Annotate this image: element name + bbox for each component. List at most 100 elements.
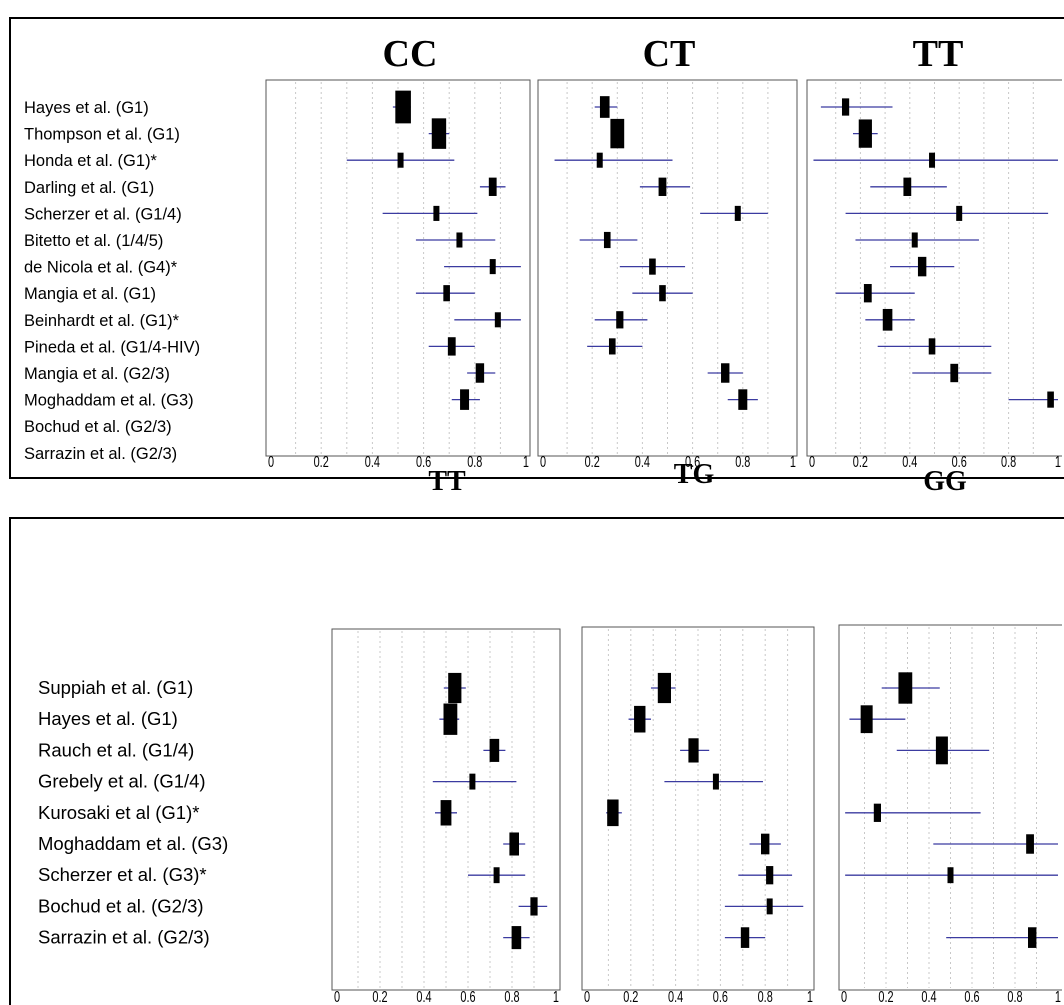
tick-label: 0 bbox=[841, 988, 847, 1005]
study-label: Kurosaki et al (G1)* bbox=[38, 802, 199, 823]
tick-label: 0.4 bbox=[921, 988, 936, 1005]
tick-label: 0.6 bbox=[713, 988, 728, 1005]
panel-cc: CC 0 0.2 0.4 0.6 0.8 1 bbox=[265, 33, 531, 471]
study-marker bbox=[608, 338, 616, 355]
study-label: Pineda et al. (G1/4-HIV) bbox=[24, 338, 200, 356]
tick-label: 0.2 bbox=[853, 453, 868, 471]
panel-border bbox=[838, 624, 1062, 991]
study-marker bbox=[766, 898, 773, 915]
study-label: Mangia et al. (G1) bbox=[24, 285, 156, 303]
study-marker bbox=[448, 672, 462, 704]
study-label: Moghaddam et al. (G3) bbox=[24, 392, 194, 410]
tick-label: 0 bbox=[540, 453, 546, 471]
study-label: Suppiah et al. (G1) bbox=[38, 677, 193, 698]
tick-label: 0 bbox=[584, 988, 590, 1005]
tick-label: 0.2 bbox=[372, 988, 387, 1005]
study-marker bbox=[935, 736, 948, 765]
study-marker bbox=[761, 833, 770, 855]
tick-label: 0.4 bbox=[635, 453, 650, 471]
study-marker bbox=[659, 285, 666, 302]
tick-label: 0.8 bbox=[1001, 453, 1016, 471]
tick-label: 0 bbox=[268, 453, 274, 471]
study-marker bbox=[397, 152, 404, 168]
study-marker bbox=[712, 773, 719, 790]
tick-label: 0.8 bbox=[735, 453, 750, 471]
tick-label: 0.6 bbox=[685, 453, 700, 471]
study-label: Mangia et al. (G2/3) bbox=[24, 365, 170, 383]
study-marker bbox=[433, 205, 440, 221]
study-label: Bochud et al. (G2/3) bbox=[38, 895, 204, 916]
study-label: Darling et al. (G1) bbox=[24, 179, 154, 197]
tick-label: 0.6 bbox=[416, 453, 431, 471]
figure-frame bbox=[9, 17, 1064, 479]
study-marker bbox=[740, 927, 750, 948]
forest-figure-2: Suppiah et al. (G1) Hayes et al. (G1) Rauc… bbox=[9, 459, 1064, 1005]
panel-title: TT bbox=[913, 33, 964, 75]
study-marker bbox=[929, 152, 936, 168]
study-label: de Nicola et al. (G4)* bbox=[24, 259, 178, 277]
tick-label: 1 bbox=[523, 453, 529, 471]
study-marker bbox=[649, 258, 656, 275]
study-label: Hayes et al. (G1) bbox=[38, 708, 178, 729]
study-marker bbox=[607, 799, 619, 827]
study-marker bbox=[475, 363, 485, 383]
study-marker bbox=[493, 867, 500, 884]
study-label: Moghaddam et al. (G3) bbox=[38, 833, 228, 854]
forest-figure-1: Hayes et al. (G1) Thompson et al. (G1) Hon… bbox=[9, 17, 1064, 479]
panel-border bbox=[806, 79, 1062, 457]
panel-title: TT bbox=[428, 466, 466, 497]
study-marker bbox=[599, 96, 610, 118]
study-marker bbox=[509, 832, 519, 856]
figure-frame bbox=[9, 517, 1064, 1005]
study-marker bbox=[443, 285, 450, 302]
study-marker bbox=[440, 800, 452, 826]
panel-tt: TT 0 0.2 0.4 0.6 0.8 1 bbox=[806, 33, 1062, 471]
study-label: Rauch et al. (G1/4) bbox=[38, 739, 194, 760]
tick-label: 1 bbox=[790, 453, 796, 471]
tick-label: 0.4 bbox=[416, 988, 431, 1005]
tick-label: 0 bbox=[334, 988, 340, 1005]
study-marker bbox=[596, 152, 603, 168]
panel-border bbox=[581, 626, 815, 991]
study-marker bbox=[1028, 927, 1037, 948]
study-marker bbox=[950, 363, 959, 383]
study-marker bbox=[917, 256, 927, 277]
study-marker bbox=[688, 738, 699, 763]
study-marker bbox=[395, 90, 411, 124]
tick-label: 0.4 bbox=[365, 453, 380, 471]
study-marker bbox=[489, 259, 496, 275]
tick-label: 0.8 bbox=[758, 988, 773, 1005]
study-label: Sarrazin et al. (G2/3) bbox=[24, 445, 177, 463]
tick-label: 0.6 bbox=[964, 988, 979, 1005]
tick-label: 0.2 bbox=[623, 988, 638, 1005]
tick-label: 1 bbox=[807, 988, 813, 1005]
panel-tt: TT 0 0.2 0.4 0.6 0.8 1 bbox=[331, 466, 561, 1005]
tick-label: 0.2 bbox=[585, 453, 600, 471]
study-marker bbox=[610, 118, 625, 149]
study-label: Scherzer et al. (G3)* bbox=[38, 864, 207, 885]
tick-label: 1 bbox=[1055, 988, 1061, 1005]
panel-tg: TG 0 0.2 0.4 0.6 0.8 1 bbox=[581, 459, 815, 1005]
tick-label: 0 bbox=[809, 453, 815, 471]
study-marker bbox=[766, 866, 774, 885]
panel-title: GG bbox=[923, 466, 967, 497]
study-label: Bochud et al. (G2/3) bbox=[24, 418, 172, 436]
tick-label: 0.8 bbox=[504, 988, 519, 1005]
study-marker bbox=[456, 232, 463, 248]
study-marker bbox=[658, 177, 667, 196]
study-marker bbox=[488, 177, 497, 196]
study-marker bbox=[721, 363, 730, 383]
study-marker bbox=[616, 311, 624, 329]
study-marker bbox=[511, 926, 522, 950]
study-marker bbox=[494, 312, 501, 328]
tick-label: 0.2 bbox=[314, 453, 329, 471]
study-label: Hayes et al. (G1) bbox=[24, 99, 149, 117]
panel-title: TG bbox=[674, 459, 715, 490]
study-marker bbox=[657, 672, 671, 704]
study-marker bbox=[738, 389, 748, 410]
study-marker bbox=[489, 738, 500, 762]
study-marker bbox=[443, 703, 458, 735]
tick-label: 0.6 bbox=[460, 988, 475, 1005]
study-marker bbox=[873, 803, 881, 822]
study-label: Grebely et al. (G1/4) bbox=[38, 771, 206, 792]
